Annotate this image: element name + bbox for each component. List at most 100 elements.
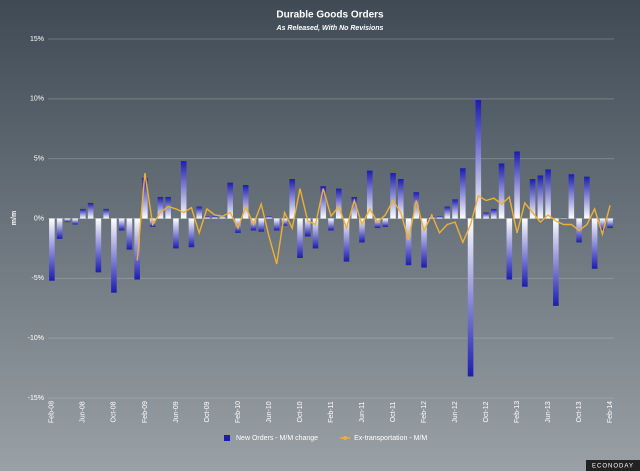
y-tick-label: -10% xyxy=(28,335,44,342)
bar xyxy=(359,218,365,243)
bar xyxy=(584,176,590,219)
bar xyxy=(281,218,288,226)
bar xyxy=(273,218,280,231)
bar xyxy=(126,218,133,250)
chart-subtitle: As Released, With No Revisions xyxy=(276,25,384,32)
bar xyxy=(537,175,544,219)
x-tick-label: Jun-08 xyxy=(80,401,87,423)
x-tick-label: Feb-13 xyxy=(514,401,521,423)
bar xyxy=(351,196,358,219)
line xyxy=(136,172,611,265)
bar xyxy=(498,163,505,219)
x-tick-label: Oct-11 xyxy=(390,402,397,423)
x-tick-label: Feb-14 xyxy=(607,401,614,423)
bar xyxy=(560,217,567,219)
bar xyxy=(111,218,117,293)
bar xyxy=(258,218,265,232)
x-tick-label: Feb-11 xyxy=(328,401,335,423)
y-tick-label: 10% xyxy=(30,96,44,103)
bar xyxy=(599,218,606,231)
x-tick-label: Oct-12 xyxy=(483,401,490,422)
bar xyxy=(80,208,86,219)
x-tick-label: Oct-10 xyxy=(297,401,304,422)
y-tick-label: -15% xyxy=(28,395,44,402)
bar xyxy=(49,218,55,281)
bar xyxy=(56,218,63,239)
bar xyxy=(529,179,536,219)
legend-swatch xyxy=(343,436,348,440)
legend-swatch xyxy=(224,435,230,441)
bar xyxy=(328,218,334,231)
chart-title: Durable Goods Orders xyxy=(276,10,384,21)
bar xyxy=(320,186,327,219)
x-tick-label: Feb-08 xyxy=(49,401,56,423)
x-tick-label: Feb-09 xyxy=(142,401,149,423)
bar xyxy=(165,196,171,219)
x-tick-label: Feb-10 xyxy=(235,401,242,423)
bar xyxy=(188,218,195,248)
bar xyxy=(421,218,427,268)
bar xyxy=(568,174,575,219)
bar xyxy=(242,184,249,219)
bar xyxy=(452,199,458,219)
y-axis-label: m/m xyxy=(11,211,18,225)
bar xyxy=(142,177,148,219)
bar xyxy=(413,192,420,219)
y-tick-label: -5% xyxy=(32,275,44,282)
y-tick-label: 5% xyxy=(34,156,44,163)
bar xyxy=(467,218,474,377)
bar xyxy=(514,151,520,219)
bar xyxy=(343,218,350,262)
bar xyxy=(266,216,272,219)
bar xyxy=(475,100,482,219)
bar xyxy=(607,218,613,229)
bar xyxy=(366,170,373,219)
x-tick-label: Jun-11 xyxy=(359,401,366,422)
bar xyxy=(429,216,435,219)
y-tick-label: 15% xyxy=(30,36,44,43)
x-tick-label: Jun-09 xyxy=(173,401,180,423)
bar xyxy=(64,218,71,223)
bar xyxy=(312,218,319,249)
bar xyxy=(180,161,187,219)
bar xyxy=(204,216,210,219)
bar xyxy=(173,218,179,249)
watermark: ECONODAY xyxy=(592,464,634,470)
bar xyxy=(374,218,381,229)
bar xyxy=(553,218,559,306)
x-tick-label: Feb-12 xyxy=(421,401,428,423)
bar xyxy=(196,206,202,219)
bar xyxy=(460,168,466,219)
bar xyxy=(444,206,451,219)
bar xyxy=(405,218,412,266)
bar xyxy=(522,218,528,287)
bar xyxy=(211,216,218,219)
bar xyxy=(227,182,233,219)
bar xyxy=(591,218,598,269)
bar xyxy=(95,218,102,273)
legend-label: New Orders - M/M change xyxy=(236,435,318,442)
bar xyxy=(397,179,404,219)
x-tick-label: Oct-08 xyxy=(111,401,118,422)
bar xyxy=(297,218,303,258)
bar xyxy=(87,202,94,219)
bar xyxy=(304,218,311,237)
watermark-box xyxy=(586,460,640,471)
bar xyxy=(545,169,551,219)
x-tick-label: Oct-13 xyxy=(576,401,583,422)
bar xyxy=(506,218,513,280)
bar xyxy=(103,208,109,219)
y-tick-label: 0% xyxy=(34,215,44,222)
bar xyxy=(491,208,497,219)
x-tick-label: Jun-12 xyxy=(452,401,459,423)
bar xyxy=(390,173,396,219)
bar xyxy=(436,216,443,219)
x-tick-label: Oct-09 xyxy=(204,401,211,422)
x-tick-label: Jun-13 xyxy=(545,401,552,423)
bar xyxy=(483,212,489,219)
x-tick-label: Jun-10 xyxy=(266,401,273,423)
bar xyxy=(289,179,296,219)
bar xyxy=(134,218,140,280)
